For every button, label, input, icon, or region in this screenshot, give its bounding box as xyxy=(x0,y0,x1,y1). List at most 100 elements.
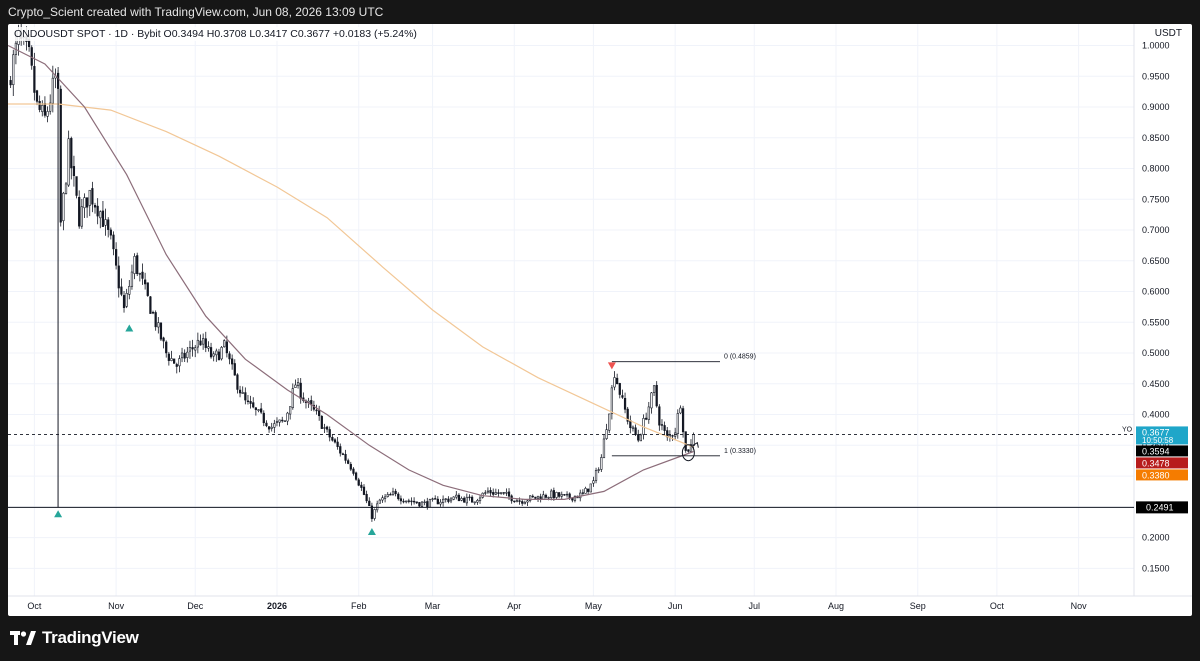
candle-body xyxy=(194,347,197,351)
y-tick-label: 0.4000 xyxy=(1142,410,1170,420)
candle-body xyxy=(513,500,516,503)
x-tick-label: Aug xyxy=(828,601,844,611)
candle-body xyxy=(175,364,178,367)
candle-body xyxy=(547,496,550,499)
candle-body xyxy=(507,491,511,497)
candle-body xyxy=(616,377,619,385)
candle-body xyxy=(362,486,366,495)
candle-body xyxy=(449,498,453,502)
y-tick-label: 0.5500 xyxy=(1142,317,1170,327)
candle-body xyxy=(157,322,160,328)
candle-body xyxy=(273,423,276,428)
candle-body xyxy=(581,492,584,494)
candle-body xyxy=(257,409,260,411)
candle-body xyxy=(486,490,490,493)
candle-body xyxy=(534,496,537,499)
candle-body xyxy=(610,387,613,414)
candle-body xyxy=(173,358,176,364)
candle-body xyxy=(286,412,289,422)
symbol-legend[interactable]: ONDOUSDT SPOT · 1D · Bybit O0.3494 H0.37… xyxy=(12,27,419,41)
candle-body xyxy=(180,352,184,359)
candle-body xyxy=(215,350,218,356)
candle-body xyxy=(149,296,152,314)
candle-body xyxy=(639,434,642,442)
candle-body xyxy=(660,424,664,426)
candle-body xyxy=(637,434,640,441)
candle-body xyxy=(85,197,89,208)
candle-body xyxy=(555,492,558,498)
candle-body xyxy=(96,205,99,217)
candle-body xyxy=(289,406,292,415)
grid xyxy=(8,24,1134,596)
x-tick-label: Nov xyxy=(108,601,125,611)
candle-body xyxy=(399,498,403,502)
candle-body xyxy=(526,500,529,503)
x-tick-label: 2026 xyxy=(267,601,287,611)
candle-body xyxy=(386,494,389,497)
candle-body xyxy=(645,417,648,420)
candle-body xyxy=(146,282,149,296)
tradingview-wordmark: TradingView xyxy=(42,628,139,647)
candle-body xyxy=(676,413,679,434)
candle-body xyxy=(573,495,577,501)
candle-body xyxy=(43,103,47,116)
candle-body xyxy=(544,494,548,498)
candle-body xyxy=(579,492,582,499)
fib-level-label: 0 (0.4859) xyxy=(724,354,756,361)
candle-body xyxy=(265,422,268,427)
candle-body xyxy=(621,395,624,398)
candle-body xyxy=(597,469,600,471)
candle-body xyxy=(151,311,155,314)
candle-body xyxy=(689,444,693,453)
y-tick-label: 0.3500 xyxy=(1142,440,1170,450)
x-tick-label: Nov xyxy=(1071,601,1088,611)
candle-body xyxy=(196,339,199,348)
tradingview-logo[interactable]: TradingView xyxy=(10,628,139,648)
candle-body xyxy=(183,352,186,359)
candle-body xyxy=(349,463,352,470)
y-tick-label: 0.6500 xyxy=(1142,256,1170,266)
y-tick-label: 0.6000 xyxy=(1142,287,1170,297)
candle-body xyxy=(389,494,392,496)
price-tag xyxy=(1136,457,1188,469)
candle-body xyxy=(594,469,598,481)
candle-body xyxy=(51,77,54,104)
candle-body xyxy=(9,80,12,86)
candle-body xyxy=(626,408,629,422)
candle-body xyxy=(378,499,381,504)
candle-body xyxy=(167,353,170,361)
candle-body xyxy=(518,500,521,502)
x-tick-label: Jun xyxy=(668,601,683,611)
x-tick-label: Dec xyxy=(187,601,204,611)
candle-body xyxy=(341,453,345,455)
price-chart[interactable]: 1.0000 0.9500 0.9000 0.8500 0.8000 0.7500 0.70… xyxy=(8,24,1192,616)
candle-body xyxy=(542,494,545,500)
candle-body xyxy=(452,496,455,500)
candle-body xyxy=(418,502,421,507)
candle-body xyxy=(455,494,458,498)
candle-body xyxy=(502,492,505,494)
candle-body xyxy=(613,377,616,388)
candle-body xyxy=(663,425,666,431)
price-tag-countdown: 10:50:58 xyxy=(1142,436,1174,445)
circle-annotation-arrow xyxy=(692,441,699,448)
candle-body xyxy=(252,402,255,408)
candle-body xyxy=(497,492,500,494)
candle-body xyxy=(318,410,321,417)
candles xyxy=(9,24,695,522)
candle-body xyxy=(460,498,463,501)
signal-down-triangle xyxy=(607,362,616,370)
candle-body xyxy=(354,472,358,480)
candle-body xyxy=(681,408,685,433)
candle-body xyxy=(568,493,571,499)
candle-body xyxy=(154,312,157,328)
chart-panel[interactable]: 1.0000 0.9500 0.9000 0.8500 0.8000 0.7500 0.70… xyxy=(8,24,1192,616)
candle-body xyxy=(294,384,297,388)
candle-body xyxy=(600,457,603,470)
currency-label[interactable]: USDT xyxy=(1154,28,1182,39)
candle-body xyxy=(315,409,318,412)
candle-body xyxy=(141,271,144,279)
signal-up-triangle xyxy=(54,510,63,518)
candle-body xyxy=(536,495,540,499)
candle-body xyxy=(133,256,136,274)
